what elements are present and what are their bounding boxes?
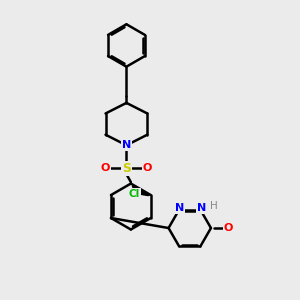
Text: S: S <box>122 162 131 175</box>
Text: O: O <box>143 163 152 173</box>
Text: N: N <box>175 203 184 213</box>
Text: N: N <box>197 203 206 213</box>
Text: N: N <box>122 140 131 150</box>
Text: Cl: Cl <box>128 189 140 199</box>
Text: O: O <box>100 163 110 173</box>
Text: O: O <box>224 223 233 233</box>
Text: H: H <box>210 201 218 211</box>
